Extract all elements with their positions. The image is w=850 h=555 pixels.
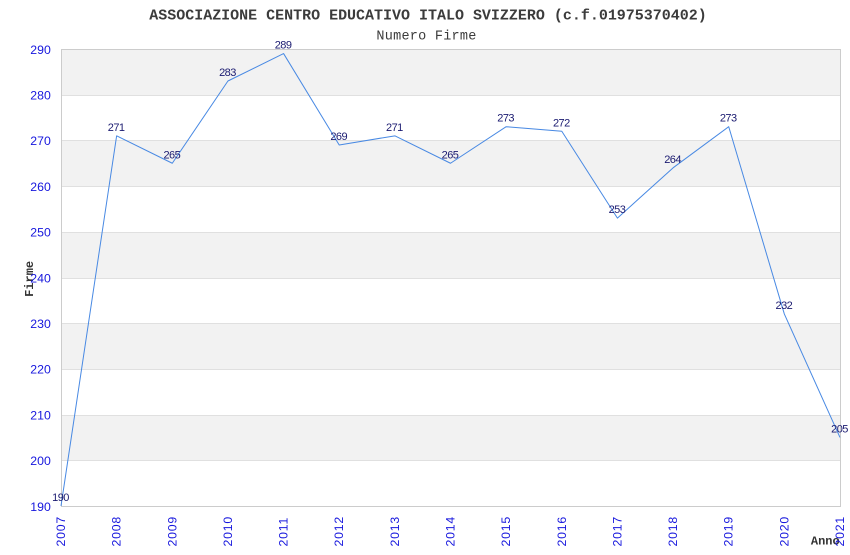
svg-text:190: 190	[30, 500, 51, 514]
svg-text:253: 253	[609, 204, 626, 216]
svg-text:2011: 2011	[277, 517, 291, 547]
svg-text:250: 250	[30, 226, 51, 240]
svg-text:Firme: Firme	[23, 261, 37, 297]
svg-text:2018: 2018	[666, 516, 680, 547]
svg-text:2021: 2021	[833, 516, 847, 547]
svg-text:2020: 2020	[777, 516, 791, 547]
svg-text:270: 270	[30, 134, 51, 148]
svg-text:205: 205	[831, 423, 848, 435]
svg-text:220: 220	[30, 363, 51, 377]
svg-text:2007: 2007	[54, 516, 68, 547]
svg-text:ASSOCIAZIONE CENTRO EDUCATIVO: ASSOCIAZIONE CENTRO EDUCATIVO ITALO SVIZ…	[149, 7, 706, 24]
svg-text:289: 289	[275, 40, 292, 52]
svg-text:2008: 2008	[110, 516, 124, 547]
svg-text:2012: 2012	[332, 516, 346, 547]
svg-text:240: 240	[30, 271, 51, 285]
svg-text:265: 265	[163, 149, 180, 161]
svg-text:2019: 2019	[722, 516, 736, 547]
svg-text:271: 271	[386, 122, 403, 134]
svg-text:269: 269	[330, 131, 347, 143]
svg-text:210: 210	[30, 408, 51, 422]
svg-text:290: 290	[30, 43, 51, 57]
svg-text:265: 265	[442, 149, 459, 161]
svg-text:200: 200	[30, 454, 51, 468]
svg-text:2015: 2015	[499, 516, 513, 547]
svg-text:273: 273	[497, 113, 514, 125]
svg-text:Numero Firme: Numero Firme	[376, 30, 476, 45]
svg-text:2017: 2017	[610, 516, 624, 547]
svg-text:190: 190	[52, 492, 69, 504]
svg-text:260: 260	[30, 180, 51, 194]
svg-text:280: 280	[30, 89, 51, 103]
svg-text:2009: 2009	[165, 516, 179, 547]
svg-text:273: 273	[720, 113, 737, 125]
svg-text:232: 232	[776, 300, 793, 312]
svg-text:264: 264	[664, 154, 681, 166]
svg-text:2014: 2014	[444, 516, 458, 547]
svg-text:272: 272	[553, 117, 570, 129]
svg-text:230: 230	[30, 317, 51, 331]
svg-text:2013: 2013	[388, 516, 402, 547]
svg-text:283: 283	[219, 67, 236, 79]
svg-text:2010: 2010	[221, 516, 235, 547]
svg-text:Anno: Anno	[811, 535, 840, 549]
svg-text:271: 271	[108, 122, 125, 134]
svg-text:2016: 2016	[555, 516, 569, 547]
